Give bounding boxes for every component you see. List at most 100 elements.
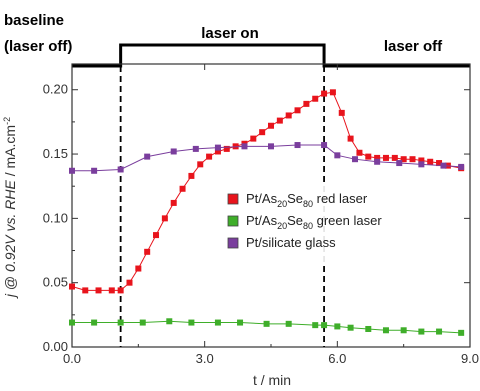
data-point xyxy=(427,159,433,165)
data-point xyxy=(118,320,124,326)
y-tick-label: 0.15 xyxy=(43,146,68,161)
data-point xyxy=(295,107,301,113)
legend-swatch xyxy=(228,238,238,248)
data-point xyxy=(365,154,371,160)
legend-text: green laser xyxy=(313,213,382,228)
data-point xyxy=(250,136,256,142)
data-point xyxy=(277,118,283,124)
y-tick-label: 0.10 xyxy=(43,210,68,225)
data-point xyxy=(383,155,389,161)
legend-text: Pt/silicate glass xyxy=(246,235,336,250)
data-point xyxy=(237,320,243,326)
data-point xyxy=(259,129,265,135)
data-point xyxy=(334,152,340,158)
data-point xyxy=(171,200,177,206)
data-point xyxy=(144,154,150,160)
data-point xyxy=(188,173,194,179)
data-point xyxy=(321,91,327,97)
data-point xyxy=(303,101,309,107)
data-point xyxy=(286,112,292,118)
x-tick-label: 3.0 xyxy=(196,351,214,366)
data-point xyxy=(356,150,362,156)
legend-subscript: 20 xyxy=(277,199,287,209)
data-point xyxy=(321,142,327,148)
legend-text: Se xyxy=(287,213,303,228)
annotation-laser-off-paren: (laser off) xyxy=(4,38,72,55)
legend-subscript: 20 xyxy=(277,221,287,231)
data-point xyxy=(440,163,446,169)
data-point xyxy=(339,110,345,116)
data-point xyxy=(166,318,172,324)
data-point xyxy=(91,168,97,174)
data-point xyxy=(418,329,424,335)
y-tick-label: 0.00 xyxy=(43,339,68,354)
legend-text: Se xyxy=(287,191,303,206)
x-tick-label: 9.0 xyxy=(461,351,479,366)
data-point xyxy=(374,159,380,165)
data-point xyxy=(109,287,115,293)
data-point xyxy=(392,155,398,161)
y-axis-label: j @ 0.92V vs. RHE / mA.cm-2 xyxy=(2,117,18,299)
legend-subscript: 80 xyxy=(303,199,313,209)
data-point xyxy=(418,161,424,167)
series-2 xyxy=(69,318,464,336)
data-point xyxy=(334,323,340,329)
data-point xyxy=(365,326,371,332)
data-point xyxy=(436,329,442,335)
y-tick-label: 0.05 xyxy=(43,275,68,290)
data-point xyxy=(197,161,203,167)
data-point xyxy=(69,168,75,174)
data-point xyxy=(135,266,141,272)
legend-text: Pt/As xyxy=(246,191,278,206)
legend-subscript: 80 xyxy=(303,221,313,231)
x-axis-label: t / min xyxy=(253,372,291,388)
data-point xyxy=(162,215,168,221)
data-point xyxy=(312,322,318,328)
data-point xyxy=(206,154,212,160)
y-label-exp: -2 xyxy=(2,117,12,125)
data-point xyxy=(458,330,464,336)
data-point xyxy=(352,156,358,162)
data-point xyxy=(401,327,407,333)
data-point xyxy=(264,321,270,327)
data-point xyxy=(330,89,336,95)
data-point xyxy=(69,284,75,290)
data-point xyxy=(383,327,389,333)
legend-label: Pt/silicate glass xyxy=(246,235,336,250)
y-label-unit: / mA.cm xyxy=(2,125,18,180)
annotation-laser-off: laser off xyxy=(384,38,443,55)
legend-swatch xyxy=(228,216,238,226)
data-point xyxy=(268,143,274,149)
y-label-rhe: RHE xyxy=(2,179,18,209)
data-point xyxy=(458,164,464,170)
data-point xyxy=(268,123,274,129)
data-point xyxy=(180,186,186,192)
data-point xyxy=(410,156,416,162)
data-point xyxy=(396,160,402,166)
data-point xyxy=(348,136,354,142)
data-point xyxy=(215,145,221,151)
data-point xyxy=(118,166,124,172)
annotation-laser-on: laser on xyxy=(201,25,259,42)
annotation-baseline: baseline xyxy=(4,12,64,29)
data-point xyxy=(69,320,75,326)
data-point xyxy=(215,320,221,326)
data-point xyxy=(241,143,247,149)
data-point xyxy=(188,320,194,326)
y-tick-label: 0.20 xyxy=(43,82,68,97)
data-point xyxy=(171,148,177,154)
legend-text: Pt/As xyxy=(246,213,278,228)
data-point xyxy=(91,320,97,326)
data-point xyxy=(96,287,102,293)
data-point xyxy=(144,249,150,255)
data-point xyxy=(312,96,318,102)
y-label-volt: 0.92V vs. xyxy=(2,210,18,272)
data-point xyxy=(126,280,132,286)
data-point xyxy=(286,321,292,327)
legend-text: red laser xyxy=(313,191,368,206)
data-point xyxy=(153,232,159,238)
data-point xyxy=(140,320,146,326)
x-tick-label: 6.0 xyxy=(328,351,346,366)
